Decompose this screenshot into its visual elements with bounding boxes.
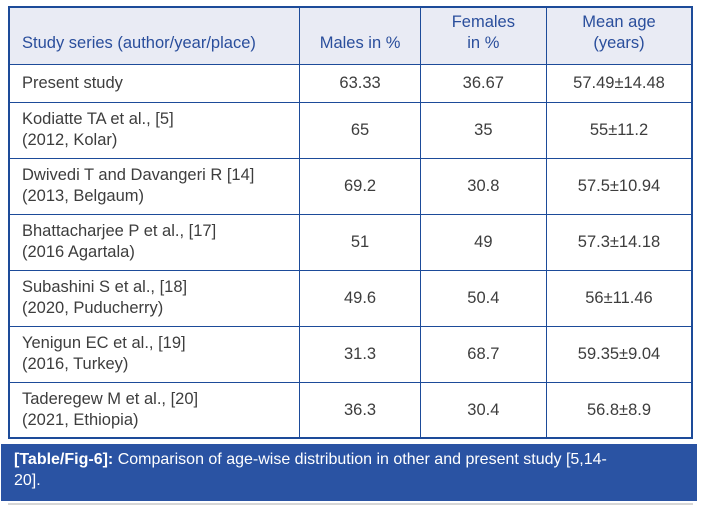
study-year-place: (2016 Agartala)	[22, 243, 135, 262]
table-row-kodiatte: Kodiatte TA et al., [5] (2012, Kolar) 65 …	[8, 101, 693, 159]
males-cell: 49.6	[299, 269, 421, 327]
study-year-place: (2013, Belgaum)	[22, 187, 144, 206]
table-header: Study series (author/year/place) Males i…	[8, 6, 693, 65]
bottom-divider	[8, 502, 693, 505]
study-name: Bhattacharjee P et al., [17]	[22, 222, 217, 241]
study-year-place: (2020, Puducherry)	[22, 299, 164, 318]
study-name: Subashini S et al., [18]	[22, 278, 188, 297]
col-header-females: Females in %	[419, 6, 548, 65]
females-cell: 49	[419, 213, 548, 271]
males-cell: 51	[299, 213, 421, 271]
study-year-place: (2016, Turkey)	[22, 355, 129, 374]
study-cell: Taderegew M et al., [20] (2021, Ethiopia)	[8, 381, 301, 439]
table-row-subashini: Subashini S et al., [18] (2020, Puducherr…	[8, 269, 693, 327]
col-header-mean-age: Mean age (years)	[546, 6, 693, 65]
col-header-study-series: Study series (author/year/place)	[8, 6, 301, 65]
table-caption: [Table/Fig-6]: Comparison of age-wise di…	[1, 444, 697, 501]
caption-label: [Table/Fig-6]:	[14, 451, 114, 469]
males-cell: 69.2	[299, 157, 421, 215]
study-name: Dwivedi T and Davangeri R [14]	[22, 166, 255, 185]
study-cell: Kodiatte TA et al., [5] (2012, Kolar)	[8, 101, 301, 159]
study-name: Yenigun EC et al., [19]	[22, 334, 186, 353]
males-cell: 31.3	[299, 325, 421, 383]
study-cell: Bhattacharjee P et al., [17] (2016 Agarta…	[8, 213, 301, 271]
mean-age-cell: 57.5±10.94	[546, 157, 693, 215]
table-row-taderegew: Taderegew M et al., [20] (2021, Ethiopia)…	[8, 381, 693, 439]
table-row-present-study: Present study 63.33 36.67 57.49±14.48	[8, 63, 693, 103]
table-body: Present study 63.33 36.67 57.49±14.48 Ko…	[8, 63, 693, 439]
header-row: Study series (author/year/place) Males i…	[8, 6, 693, 65]
mean-age-cell: 56.8±8.9	[546, 381, 693, 439]
mean-age-cell: 56±11.46	[546, 269, 693, 327]
females-cell: 36.67	[419, 63, 548, 103]
females-cell: 50.4	[419, 269, 548, 327]
study-year-place: (2021, Ethiopia)	[22, 411, 139, 430]
caption-text: Comparison of age-wise distribution in o…	[14, 451, 607, 490]
males-cell: 63.33	[299, 63, 421, 103]
table-row-yenigun: Yenigun EC et al., [19] (2016, Turkey) 31…	[8, 325, 693, 383]
study-cell: Yenigun EC et al., [19] (2016, Turkey)	[8, 325, 301, 383]
females-cell: 30.8	[419, 157, 548, 215]
table-row-bhattacharjee: Bhattacharjee P et al., [17] (2016 Agarta…	[8, 213, 693, 271]
males-cell: 65	[299, 101, 421, 159]
study-name: Kodiatte TA et al., [5]	[22, 110, 174, 129]
col-header-text: Study series (author/year/place)	[22, 34, 256, 53]
table-row-dwivedi: Dwivedi T and Davangeri R [14] (2013, Bel…	[8, 157, 693, 215]
females-cell: 30.4	[419, 381, 548, 439]
females-cell: 68.7	[419, 325, 548, 383]
col-header-text: Mean age	[582, 13, 656, 31]
mean-age-cell: 57.3±14.18	[546, 213, 693, 271]
comparison-table: Study series (author/year/place) Males i…	[8, 6, 693, 440]
study-cell: Subashini S et al., [18] (2020, Puducherr…	[8, 269, 301, 327]
males-cell: 36.3	[299, 381, 421, 439]
mean-age-cell: 55±11.2	[546, 101, 693, 159]
females-cell: 35	[419, 101, 548, 159]
mean-age-cell: 57.49±14.48	[546, 63, 693, 103]
col-header-males: Males in %	[299, 6, 421, 65]
study-cell: Present study	[8, 63, 301, 103]
mean-age-cell: 59.35±9.04	[546, 325, 693, 383]
study-name: Taderegew M et al., [20]	[22, 390, 199, 409]
col-header-text: Males in %	[319, 34, 401, 53]
study-year-place: (2012, Kolar)	[22, 131, 118, 150]
study-name: Present study	[22, 73, 123, 92]
col-header-text: Females	[451, 13, 515, 31]
study-cell: Dwivedi T and Davangeri R [14] (2013, Bel…	[8, 157, 301, 215]
